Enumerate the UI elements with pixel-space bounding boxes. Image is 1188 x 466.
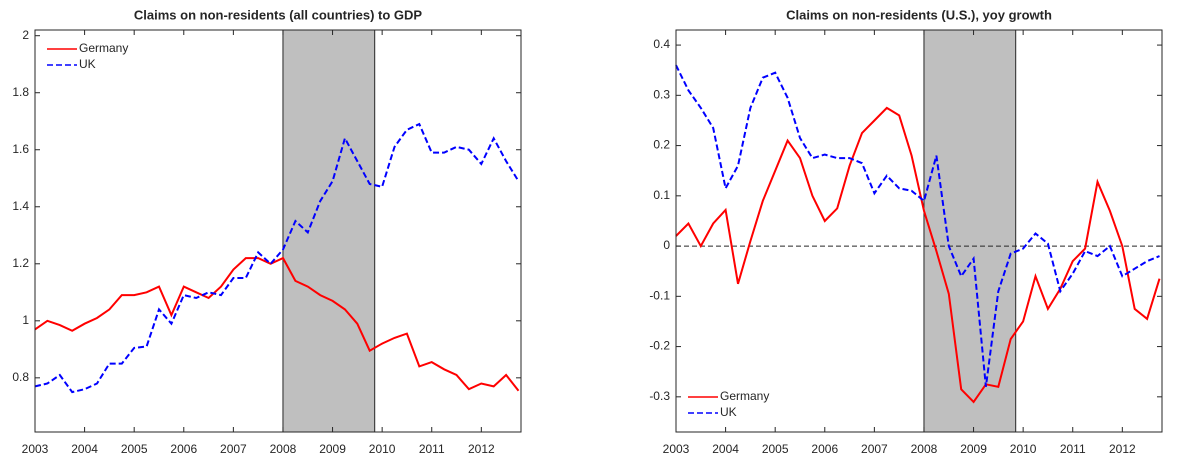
x-tick-label: 2005	[121, 442, 148, 456]
x-tick-label: 2009	[960, 442, 987, 456]
x-tick-label: 2005	[762, 442, 789, 456]
y-tick-label: 0.4	[653, 37, 670, 51]
legend-label: Germany	[79, 41, 128, 55]
x-tick-label: 2003	[22, 442, 49, 456]
x-tick-label: 2010	[1010, 442, 1037, 456]
y-tick-label: 1	[22, 313, 29, 327]
x-tick-label: 2004	[712, 442, 739, 456]
shaded-region	[923, 29, 1017, 433]
series-line	[34, 122, 520, 394]
chart-title: Claims on non-residents (U.S.), yoy grow…	[786, 7, 1052, 22]
legend-label: UK	[79, 57, 96, 71]
x-tick-label: 2007	[220, 442, 247, 456]
y-tick-label: 0.2	[653, 138, 670, 152]
x-tick-label: 2008	[911, 442, 938, 456]
x-tick-label: 2010	[369, 442, 396, 456]
legend-label: Germany	[720, 389, 769, 403]
y-tick-label: 0.1	[653, 188, 670, 202]
legend-box	[42, 37, 134, 77]
y-tick-label: 1.6	[12, 142, 29, 156]
x-tick-label: 2008	[270, 442, 297, 456]
y-tick-label: -0.1	[649, 288, 670, 302]
y-tick-label: 1.2	[12, 256, 29, 270]
x-tick-label: 2006	[811, 442, 838, 456]
series-line	[675, 64, 1160, 387]
y-tick-label: 0	[663, 238, 670, 252]
x-tick-label: 2003	[663, 442, 690, 456]
y-tick-label: -0.3	[649, 389, 670, 403]
y-tick-label: 1.8	[12, 85, 29, 99]
y-tick-label: 2	[22, 28, 29, 42]
legend-box	[683, 385, 775, 425]
x-tick-label: 2012	[468, 442, 495, 456]
y-tick-label: 1.4	[12, 199, 29, 213]
legend-label: UK	[720, 405, 737, 419]
x-tick-label: 2004	[71, 442, 98, 456]
x-tick-label: 2011	[1060, 442, 1086, 456]
x-tick-label: 2007	[861, 442, 888, 456]
x-tick-label: 2012	[1109, 442, 1136, 456]
x-tick-label: 2009	[319, 442, 346, 456]
series-line	[675, 106, 1161, 404]
y-tick-label: 0.8	[12, 370, 29, 384]
x-tick-label: 2011	[419, 442, 445, 456]
chart-title: Claims on non-residents (all countries) …	[134, 7, 423, 22]
series-line	[34, 256, 520, 392]
axes-box	[675, 29, 1163, 433]
y-tick-label: 0.3	[653, 87, 670, 101]
x-tick-label: 2006	[170, 442, 197, 456]
shaded-region	[282, 29, 376, 433]
axes-box	[34, 29, 522, 433]
y-tick-label: -0.2	[649, 339, 670, 353]
